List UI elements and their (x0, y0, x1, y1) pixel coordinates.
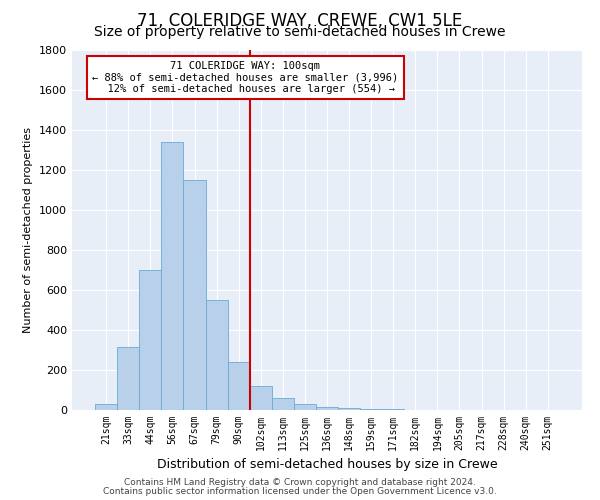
Bar (272, 398, 294, 410)
Text: Contains public sector information licensed under the Open Government Licence v3: Contains public sector information licen… (103, 487, 497, 496)
Bar (139, 270, 161, 410)
Bar (227, 362, 250, 410)
Y-axis label: Number of semi-detached properties: Number of semi-detached properties (23, 127, 34, 333)
Text: Contains HM Land Registry data © Crown copyright and database right 2024.: Contains HM Land Registry data © Crown c… (124, 478, 476, 487)
Bar (161, 142, 184, 410)
Text: 71, COLERIDGE WAY, CREWE, CW1 5LE: 71, COLERIDGE WAY, CREWE, CW1 5LE (137, 12, 463, 30)
X-axis label: Distribution of semi-detached houses by size in Crewe: Distribution of semi-detached houses by … (157, 458, 497, 471)
Text: Size of property relative to semi-detached houses in Crewe: Size of property relative to semi-detach… (94, 25, 506, 39)
Bar (206, 300, 227, 410)
Bar (184, 180, 206, 410)
Bar (95, 404, 117, 410)
Bar (250, 386, 272, 410)
Bar (316, 407, 338, 410)
Text: 71 COLERIDGE WAY: 100sqm
← 88% of semi-detached houses are smaller (3,996)
  12%: 71 COLERIDGE WAY: 100sqm ← 88% of semi-d… (92, 61, 398, 94)
Bar (360, 409, 382, 410)
Bar (117, 347, 139, 410)
Bar (338, 408, 360, 410)
Bar (294, 404, 316, 410)
